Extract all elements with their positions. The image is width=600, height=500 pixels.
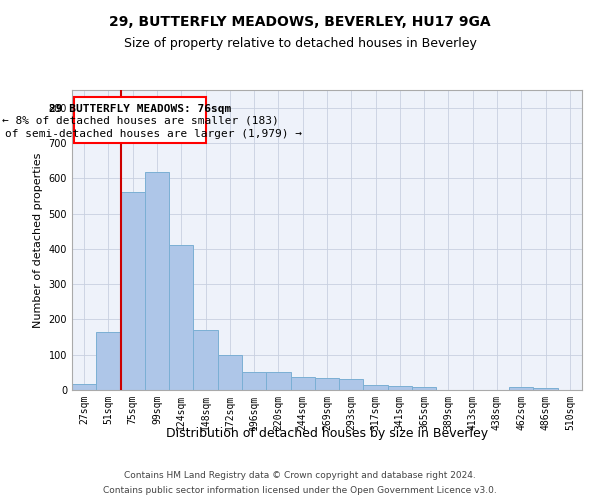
Bar <box>72 384 96 390</box>
Bar <box>169 246 193 390</box>
Bar <box>266 372 290 390</box>
Bar <box>121 192 145 390</box>
Bar <box>412 387 436 390</box>
Bar <box>218 354 242 390</box>
Bar <box>193 330 218 390</box>
Bar <box>339 380 364 390</box>
FancyBboxPatch shape <box>74 97 206 143</box>
Text: Size of property relative to detached houses in Beverley: Size of property relative to detached ho… <box>124 38 476 51</box>
Bar <box>96 332 121 390</box>
Y-axis label: Number of detached properties: Number of detached properties <box>33 152 43 328</box>
Bar <box>388 386 412 390</box>
Bar <box>533 388 558 390</box>
Bar <box>145 172 169 390</box>
Bar <box>364 385 388 390</box>
Bar <box>242 372 266 390</box>
Bar <box>315 378 339 390</box>
Bar <box>290 376 315 390</box>
Text: Distribution of detached houses by size in Beverley: Distribution of detached houses by size … <box>166 428 488 440</box>
Text: Contains public sector information licensed under the Open Government Licence v3: Contains public sector information licen… <box>103 486 497 495</box>
Text: 29 BUTTERFLY MEADOWS: 76sqm: 29 BUTTERFLY MEADOWS: 76sqm <box>49 104 231 114</box>
Text: Contains HM Land Registry data © Crown copyright and database right 2024.: Contains HM Land Registry data © Crown c… <box>124 471 476 480</box>
Text: ← 8% of detached houses are smaller (183): ← 8% of detached houses are smaller (183… <box>2 116 278 126</box>
Bar <box>509 387 533 390</box>
Text: 29, BUTTERFLY MEADOWS, BEVERLEY, HU17 9GA: 29, BUTTERFLY MEADOWS, BEVERLEY, HU17 9G… <box>109 15 491 29</box>
Text: 91% of semi-detached houses are larger (1,979) →: 91% of semi-detached houses are larger (… <box>0 129 302 139</box>
